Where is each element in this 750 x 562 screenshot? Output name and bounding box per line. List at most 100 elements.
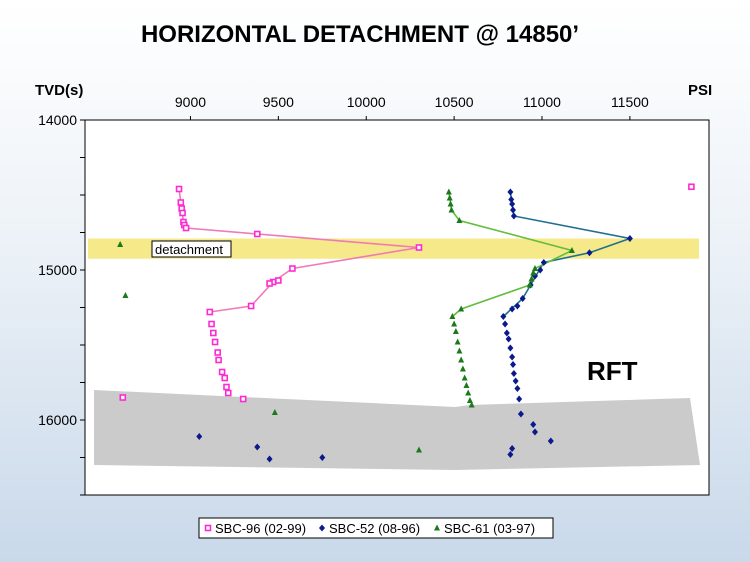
data-point: [208, 320, 215, 328]
data-point: [509, 305, 516, 313]
data-point: [175, 185, 183, 193]
data-point: [526, 281, 533, 288]
data-point: [459, 365, 466, 372]
data-point: [540, 259, 547, 266]
data-point: [514, 302, 521, 310]
data-point: [507, 451, 514, 458]
data-point: [182, 224, 190, 232]
data-point: [466, 397, 473, 403]
data-point: [508, 196, 515, 203]
data-point: [211, 338, 219, 346]
data-point: [266, 280, 273, 287]
data-point: [507, 188, 514, 196]
data-point: [626, 235, 633, 242]
data-point: [448, 206, 455, 213]
data-point: [503, 329, 510, 337]
detachment-label: detachment: [155, 242, 223, 257]
data-point: [119, 394, 127, 401]
legend-label: SBC-61 (03-97): [444, 521, 535, 536]
data-point: [531, 265, 538, 271]
data-point: [449, 313, 456, 319]
data-point: [458, 305, 465, 312]
data-point: [210, 329, 217, 337]
data-point: [586, 249, 593, 257]
data-point: [253, 230, 261, 238]
legend-marker-1: [204, 524, 212, 532]
data-point: [510, 370, 517, 377]
data-point: [505, 335, 512, 343]
data-point: [461, 374, 468, 381]
data-point: [517, 410, 524, 418]
data-point: [451, 320, 458, 327]
legend-marker-3: [434, 524, 440, 531]
data-point: [512, 377, 519, 385]
data-point: [214, 349, 222, 356]
data-point: [530, 421, 537, 428]
data-point: [502, 320, 509, 328]
data-point: [510, 206, 517, 214]
x-axis-ticks: 9000 9500 10000 10500 11000 11500: [175, 94, 649, 120]
data-point: [415, 446, 422, 453]
x-tick-label: 11500: [611, 94, 649, 110]
legend-marker-2: [319, 524, 325, 532]
data-point: [122, 292, 129, 298]
y-tick-label: 14000: [38, 112, 77, 128]
data-point: [454, 338, 461, 345]
data-point: [266, 455, 273, 463]
x-tick-label: 9500: [263, 94, 294, 110]
data-point: [507, 344, 514, 352]
data-point: [271, 409, 278, 415]
data-point: [510, 212, 517, 220]
data-point: [275, 277, 282, 284]
data-point: [223, 383, 230, 391]
data-point: [519, 295, 526, 302]
legend: SBC-96 (02-99) SBC-52 (08-96) SBC-61 (03-9…: [198, 517, 554, 539]
legend-label: SBC-52 (08-96): [329, 521, 420, 536]
data-point: [509, 200, 516, 208]
data-point: [509, 445, 516, 452]
data-point: [516, 395, 523, 403]
data-point: [319, 454, 326, 461]
rft-zone: [94, 390, 700, 470]
data-point: [224, 389, 232, 397]
x-tick-label: 10000: [347, 94, 386, 110]
data-point: [465, 389, 472, 396]
data-point: [500, 313, 507, 320]
data-point: [117, 241, 124, 247]
data-point: [468, 401, 475, 408]
data-point: [445, 188, 452, 195]
detachment-label-box: [151, 240, 232, 258]
data-point: [247, 302, 255, 310]
legend-box: [198, 517, 554, 539]
legend-label: SBC-96 (02-99): [215, 521, 306, 536]
data-point: [206, 308, 214, 316]
data-point: [688, 183, 695, 191]
x-tick-label: 10500: [435, 94, 474, 110]
data-point: [528, 275, 535, 282]
data-point: [537, 266, 544, 274]
chart-title: HORIZONTAL DETACHMENT @ 14850’: [141, 21, 579, 48]
data-point: [514, 385, 521, 392]
data-point: [447, 200, 454, 207]
data-point: [530, 269, 537, 276]
y-axis-ticks: 14000 15000 16000: [38, 112, 85, 496]
data-point: [218, 368, 226, 376]
data-point: [509, 353, 516, 361]
data-point: [196, 433, 203, 440]
data-point: [254, 443, 261, 451]
data-point: [456, 347, 463, 354]
data-point: [547, 437, 554, 445]
data-point: [215, 356, 222, 364]
data-point: [289, 265, 296, 272]
x-axis-label: PSI: [688, 82, 712, 99]
data-point: [510, 361, 517, 368]
y-tick-label: 16000: [38, 412, 77, 428]
data-point: [568, 247, 575, 253]
data-point: [452, 328, 459, 334]
data-point: [221, 374, 229, 382]
data-point: [456, 217, 463, 223]
data-point: [177, 199, 185, 206]
data-point: [463, 382, 470, 388]
data-point: [446, 194, 453, 201]
